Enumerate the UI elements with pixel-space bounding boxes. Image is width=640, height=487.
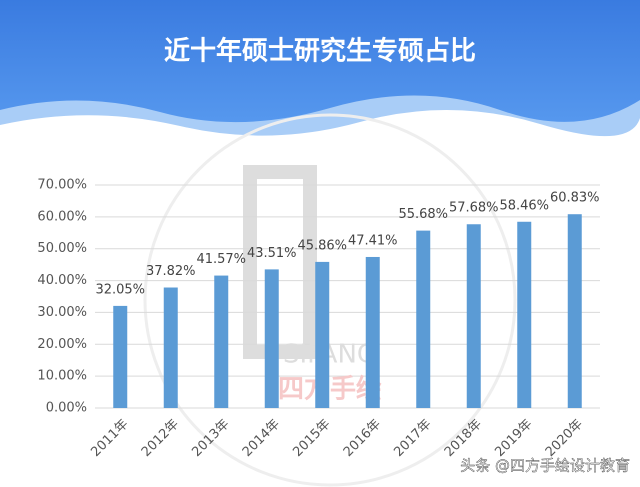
bar [365, 256, 380, 408]
x-tick-label: 2011年 [88, 417, 131, 460]
watermark-text: SIFANG [283, 340, 377, 370]
value-label: 41.57% [196, 252, 246, 267]
x-tick-label: 2020年 [543, 417, 586, 460]
value-label: 57.68% [449, 201, 499, 216]
value-label: 43.51% [247, 246, 297, 261]
value-label: 37.82% [146, 264, 196, 279]
bar [567, 214, 582, 408]
x-tick-label: 2016年 [341, 417, 384, 460]
credit: 头条 @四方手绘设计教育 [460, 457, 630, 475]
value-label: 58.46% [499, 198, 549, 213]
y-tick-label: 0.00% [46, 401, 87, 416]
value-label: 45.86% [297, 238, 347, 253]
bar [163, 287, 178, 408]
value-label: 60.83% [550, 191, 600, 206]
bar [517, 221, 532, 408]
y-tick-label: 60.00% [37, 209, 87, 224]
y-tick-label: 50.00% [37, 241, 87, 256]
x-tick-label: 2018年 [442, 417, 485, 460]
y-tick-label: 10.00% [37, 369, 87, 384]
value-label: 47.41% [348, 233, 398, 248]
bar [466, 224, 481, 408]
bar [113, 305, 128, 408]
bar [264, 269, 279, 408]
x-tick-label: 2015年 [290, 417, 333, 460]
y-tick-label: 20.00% [37, 337, 87, 352]
chart-title: 近十年硕士研究生专硕占比 [164, 36, 476, 67]
y-tick-label: 70.00% [37, 178, 87, 193]
bar [315, 261, 330, 408]
y-tick-label: 40.00% [37, 273, 87, 288]
watermark-text: 四方手绘 [278, 374, 382, 405]
x-tick-label: 2014年 [240, 417, 283, 460]
value-label: 32.05% [95, 282, 145, 297]
header-wave [0, 109, 640, 140]
watermark-circle [143, 113, 517, 487]
x-tick-label: 2012年 [139, 417, 182, 460]
y-tick-label: 30.00% [37, 305, 87, 320]
x-tick-label: 2019年 [492, 417, 535, 460]
value-label: 55.68% [398, 207, 448, 222]
x-tick-label: 2017年 [391, 417, 434, 460]
watermark-logo [243, 165, 317, 359]
bar [416, 230, 431, 408]
bar [214, 275, 229, 408]
